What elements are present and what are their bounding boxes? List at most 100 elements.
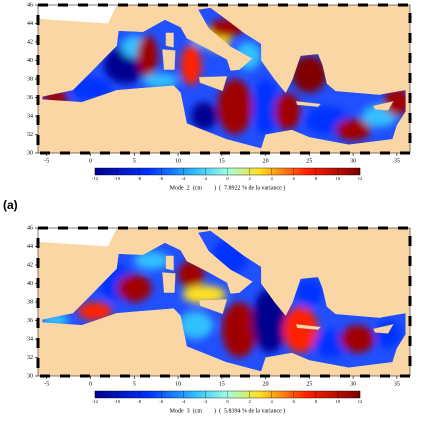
anomaly (134, 251, 170, 270)
anomaly (274, 92, 301, 130)
anomaly (136, 35, 158, 77)
y-tick-label: 34 (27, 336, 33, 342)
x-tick-label: 25 (306, 158, 312, 164)
colorbar-tick-label: 8 (315, 399, 318, 404)
x-tick-label: 35 (394, 381, 400, 387)
panel-label: (a) (3, 198, 18, 212)
colorbar-tick-label: -4 (181, 176, 185, 181)
x-tick-label: 20 (263, 158, 269, 164)
island (198, 299, 228, 315)
x-tick-label: 35 (394, 158, 400, 164)
y-tick-label: 30 (27, 373, 33, 379)
y-tick-label: 32 (27, 132, 33, 138)
anomaly (178, 311, 214, 339)
x-tick-label: 25 (306, 381, 312, 387)
colorbar-tick-label: 10 (336, 176, 341, 181)
x-tick-label: 10 (175, 158, 181, 164)
y-tick-label: 36 (27, 318, 33, 324)
colorbar-tick-label: 6 (293, 399, 296, 404)
y-tick-label: 46 (27, 225, 33, 231)
colorbar-tick-label: 2 (248, 399, 250, 404)
y-tick-label: 40 (27, 281, 33, 287)
island (373, 323, 394, 334)
sea-field (42, 18, 406, 141)
caption: Mode 2 (cm ) ( 7.8922 % de la variance ) (170, 184, 286, 191)
europe-white (38, 228, 117, 247)
x-tick-label: -5 (44, 158, 49, 164)
island (165, 255, 174, 271)
colorbar-tick-label: -10 (114, 176, 121, 181)
y-tick-label: 32 (27, 355, 33, 361)
colorbar-tick-label: 10 (336, 399, 341, 404)
x-tick-label: 15 (219, 381, 225, 387)
colorbar-tick-label: -6 (159, 399, 163, 404)
anomaly (383, 88, 406, 116)
x-tick-label: 30 (350, 381, 356, 387)
y-tick-label: 44 (27, 244, 33, 250)
colorbar-tick-label: 4 (271, 399, 274, 404)
x-tick-label: 0 (89, 381, 92, 387)
colorbar-tick-label: -12 (92, 399, 98, 404)
colorbar-tick-label: -2 (204, 176, 208, 181)
colorbar-tick-label: 8 (315, 176, 318, 181)
x-tick-label: 15 (219, 158, 225, 164)
anomaly (291, 55, 327, 93)
colorbar-tick-label: -2 (204, 399, 208, 404)
island (296, 101, 322, 107)
x-tick-label: 20 (263, 381, 269, 387)
anomaly (217, 79, 253, 135)
europe-white (38, 5, 117, 24)
anomaly (221, 302, 257, 358)
y-tick-label: 44 (27, 21, 33, 27)
colorbar-tick-label: 12 (358, 399, 363, 404)
anomaly (116, 274, 152, 302)
y-tick-label: 42 (27, 262, 33, 268)
anomaly (182, 285, 227, 304)
colorbar-tick-label: 0 (226, 399, 229, 404)
anomaly (180, 44, 202, 86)
caption: Mode 3 (cm ) ( 5.8394 % de la variance ) (170, 407, 286, 414)
anomaly (178, 260, 205, 289)
y-tick-label: 38 (27, 76, 33, 82)
x-tick-label: 5 (133, 158, 136, 164)
x-tick-label: -5 (44, 381, 49, 387)
anomaly (374, 320, 402, 349)
colorbar-tick-label: -8 (137, 399, 141, 404)
y-tick-label: 38 (27, 299, 33, 305)
anomaly (296, 278, 323, 307)
island (165, 32, 174, 48)
y-tick-label: 42 (27, 39, 33, 45)
colorbar-tick-label: 12 (358, 176, 363, 181)
anomaly (191, 102, 218, 130)
y-tick-label: 34 (27, 113, 33, 119)
colorbar-tick-label: -6 (159, 176, 163, 181)
anomaly (77, 302, 113, 321)
anomaly (335, 118, 371, 141)
anomaly (339, 325, 375, 353)
anomaly (252, 79, 279, 135)
anomaly (313, 329, 349, 358)
anomaly (283, 306, 319, 353)
colorbar-tick-label: -8 (137, 176, 141, 181)
colorbar-tick-label: 0 (226, 176, 229, 181)
y-tick-label: 46 (27, 2, 33, 8)
x-tick-label: 5 (133, 381, 136, 387)
y-tick-label: 40 (27, 58, 33, 64)
island (296, 324, 322, 330)
x-tick-label: 30 (350, 158, 356, 164)
x-tick-label: 0 (89, 158, 92, 164)
island (162, 49, 176, 70)
x-tick-label: 10 (175, 381, 181, 387)
anomaly (143, 73, 179, 89)
y-tick-label: 30 (27, 150, 33, 156)
colorbar-tick-label: -4 (181, 399, 185, 404)
colorbar-tick-label: -10 (114, 399, 121, 404)
island (162, 272, 176, 293)
island (198, 76, 228, 92)
colorbar-tick-label: 2 (248, 176, 250, 181)
colorbar-tick-label: 4 (271, 176, 274, 181)
y-tick-label: 36 (27, 95, 33, 101)
